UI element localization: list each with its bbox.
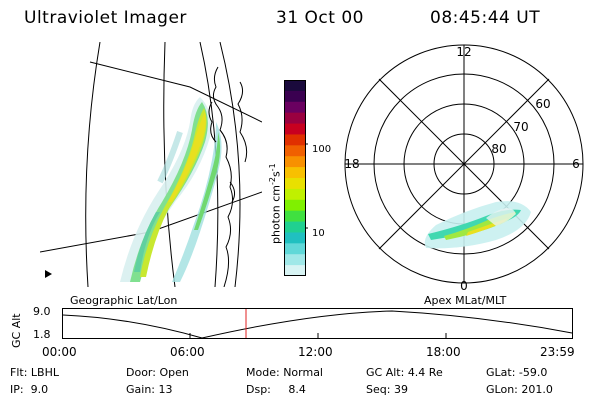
colorbar-swatch	[284, 80, 306, 92]
colorbar-swatch	[284, 134, 306, 146]
info-mode: Mode: Normal	[246, 366, 323, 379]
x-tick-1800: 18:00	[426, 345, 461, 359]
info-ip: IP: 9.0	[10, 383, 49, 396]
mlt-label-0: 0	[460, 279, 468, 293]
time-label: 08:45:44 UT	[430, 8, 541, 28]
geographic-map	[40, 42, 262, 287]
colorbar-swatch	[284, 243, 306, 255]
geo-map-label: Geographic Lat/Lon	[70, 294, 178, 307]
colorbar-swatch	[284, 112, 306, 125]
x-tick-1200: 12:00	[298, 345, 333, 359]
colorbar-swatch	[284, 156, 306, 168]
altitude-curve	[62, 310, 573, 339]
polar-plot: 12 18 6 0 60 70 80	[344, 44, 584, 293]
info-dsp: Dsp: 8.4	[246, 383, 306, 396]
colorbar-tick-100: 100	[312, 144, 332, 155]
altitude-timeline	[62, 308, 573, 339]
colorbar-swatch	[284, 199, 306, 212]
altitude-y-min: 1.8	[33, 328, 51, 341]
mlt-label-12: 12	[456, 45, 471, 59]
colorbar-swatch	[284, 167, 306, 179]
altitude-y-label: GC Alt	[10, 313, 23, 348]
colorbar-tick-10: 10	[312, 228, 325, 239]
polar-plot-label: Apex MLat/MLT	[424, 294, 507, 307]
info-gain: Gain: 13	[126, 383, 173, 396]
info-seq: Seq: 39	[366, 383, 408, 396]
info-glat: GLat: -59.0	[486, 366, 548, 379]
mlt-label-6: 6	[572, 157, 580, 171]
colorbar-swatch	[284, 145, 306, 157]
colorbar-swatch	[284, 123, 306, 135]
mlat-label-70: 70	[513, 120, 528, 134]
info-gc-alt: GC Alt: 4.4 Re	[366, 366, 443, 379]
colorbar	[284, 80, 308, 276]
info-glon: GLon: 201.0	[486, 383, 553, 396]
polar-aurora	[424, 201, 531, 249]
colorbar-swatch	[284, 178, 306, 190]
mlat-label-60: 60	[535, 97, 550, 111]
x-tick-0000: 00:00	[42, 345, 77, 359]
info-door: Door: Open	[126, 366, 189, 379]
x-tick-2359: 23:59	[540, 345, 575, 359]
colorbar-swatch	[284, 232, 306, 244]
info-flt: Flt: LBHL	[10, 366, 59, 379]
mlt-label-18: 18	[344, 157, 359, 171]
altitude-y-max: 9.0	[33, 305, 51, 318]
colorbar-swatch	[284, 210, 306, 223]
mlat-label-80: 80	[491, 142, 506, 156]
colorbar-swatch	[284, 254, 306, 266]
sun-marker-icon	[45, 270, 52, 278]
aurora-emission	[120, 97, 222, 282]
colorbar-swatch	[284, 101, 306, 114]
colorbar-swatch	[284, 221, 306, 233]
app-title: Ultraviolet Imager	[24, 8, 187, 28]
x-tick-0600: 06:00	[170, 345, 205, 359]
colorbar-unit-label: photon cm-2s-1	[268, 163, 283, 244]
date-label: 31 Oct 00	[276, 8, 364, 28]
colorbar-swatch	[284, 265, 306, 276]
coastline	[208, 66, 248, 287]
colorbar-swatch	[284, 188, 306, 201]
colorbar-swatch	[284, 90, 306, 103]
